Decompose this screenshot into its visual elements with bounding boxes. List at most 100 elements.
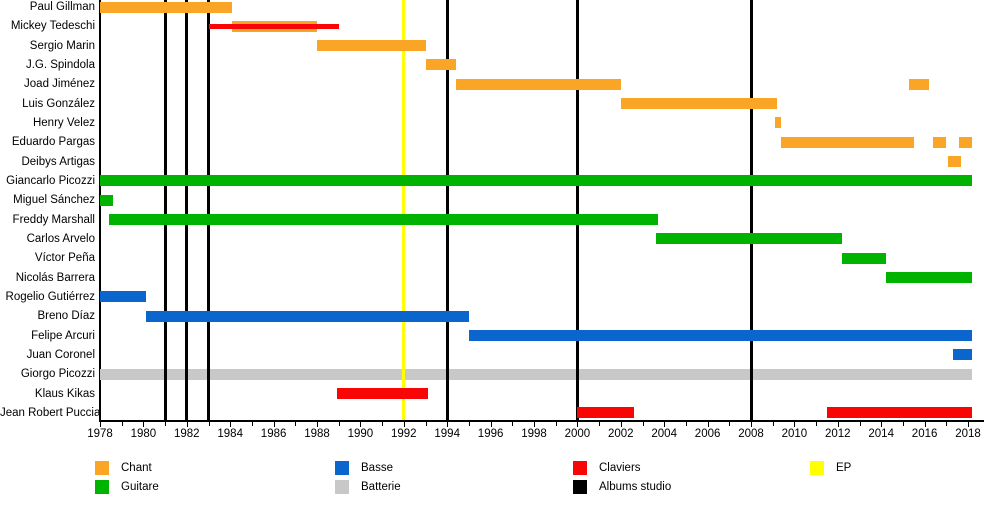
member-name: Víctor Peña (34, 252, 95, 265)
ep-line (402, 0, 406, 420)
x-axis-tick (837, 422, 839, 427)
x-axis-tick (447, 422, 449, 427)
x-axis-tick (620, 422, 622, 427)
bar-guitare (842, 252, 886, 264)
legend-label: EP (836, 462, 852, 474)
legend-label: Albums studio (599, 481, 672, 493)
x-axis-tick (186, 422, 188, 427)
bar-basse (100, 291, 146, 303)
member-name: Freddy Marshall (12, 213, 95, 226)
x-axis-tick (946, 422, 948, 426)
x-axis-tick (685, 422, 687, 426)
member-name: Deibys Artigas (21, 155, 95, 168)
x-axis-tick-label: 1986 (260, 428, 287, 440)
x-axis-tick (599, 422, 601, 426)
bar-claviers (577, 407, 634, 419)
x-axis-tick (534, 422, 535, 427)
album-swatch (573, 480, 587, 494)
bar-chant (959, 136, 973, 148)
x-axis-tick (295, 422, 297, 426)
x-axis-tick-label: 2010 (781, 428, 808, 440)
x-axis-tick (794, 422, 796, 427)
member-name: Joad Jiménez (24, 78, 95, 91)
x-axis-tick-label: 2006 (694, 428, 721, 440)
member-name: Paul Gillman (29, 1, 95, 13)
x-axis-tick (251, 422, 253, 426)
x-axis-tick (360, 422, 362, 427)
bar-chant (620, 98, 778, 110)
bar-basse (468, 330, 973, 342)
x-axis-tick-label: 1994 (434, 428, 460, 440)
member-name: Jean Robert Puccia (0, 406, 101, 419)
bar-chant (425, 59, 456, 71)
bar-basse (952, 349, 973, 361)
member-name: J.G. Spindola (25, 58, 95, 71)
bar-guitare (655, 233, 843, 245)
guitare-swatch (95, 480, 109, 494)
bar-chant (933, 136, 947, 148)
x-axis-tick (577, 422, 579, 427)
member-name: Felipe Arcuri (31, 329, 95, 342)
bar-guitare (885, 272, 973, 284)
legend-label: Basse (361, 462, 393, 474)
x-axis-line (99, 420, 984, 422)
bar-batterie (100, 368, 973, 380)
member-name: Juan Coronel (26, 348, 95, 361)
x-axis-tick-label: 1998 (521, 428, 547, 440)
x-axis-tick (208, 422, 210, 426)
x-axis-tick (555, 422, 557, 426)
member-name: Mickey Tedeschi (10, 20, 95, 33)
x-axis-tick-label: 1996 (477, 428, 504, 440)
x-axis-tick (642, 422, 644, 426)
bar-chant (781, 136, 914, 148)
x-axis-tick (230, 422, 232, 427)
x-axis-tick (490, 422, 492, 427)
x-axis-tick (859, 422, 861, 426)
x-axis-tick (403, 422, 405, 427)
bar-chant (909, 78, 929, 90)
x-axis-tick (772, 422, 774, 426)
bar-guitare (100, 175, 973, 187)
member-name: Nicolás Barrera (15, 271, 95, 284)
x-axis-tick (707, 422, 709, 427)
x-axis-tick (881, 422, 883, 427)
member-name: Henry Velez (32, 116, 95, 129)
x-axis-tick (143, 422, 145, 427)
x-axis-tick (968, 422, 969, 427)
album-line (445, 0, 449, 420)
chart-legend: Chant Guitare Basse Batterie Claviers Albums … (0, 455, 1000, 515)
x-axis-tick (273, 422, 275, 427)
album-line (185, 0, 189, 420)
member-name: Giancarlo Picozzi (6, 174, 95, 187)
x-axis-tick-label: 1980 (130, 428, 157, 440)
bar-claviers (826, 407, 973, 419)
x-axis-tick-label: 1992 (391, 428, 417, 440)
x-axis-tick (664, 422, 666, 427)
y-axis-line (99, 0, 101, 421)
member-name: Giorgo Picozzi (20, 368, 95, 381)
album-line (575, 0, 579, 420)
x-axis-tick (382, 422, 384, 426)
x-axis-tick-label: 2002 (608, 428, 634, 440)
batterie-swatch (335, 480, 349, 494)
x-axis-tick (468, 422, 470, 426)
basse-swatch (335, 461, 349, 475)
x-axis-tick (338, 422, 340, 426)
x-axis-tick (902, 422, 904, 426)
bar-chant (455, 78, 621, 90)
album-line (207, 0, 210, 420)
x-axis-tick-label: 2012 (825, 428, 851, 440)
x-axis-tick-label: 1982 (174, 428, 200, 440)
x-axis-tick (924, 422, 926, 427)
legend-label: Claviers (599, 462, 641, 474)
member-name: Eduardo Pargas (11, 136, 95, 149)
x-axis-tick (751, 422, 752, 427)
chant-swatch (95, 461, 109, 475)
x-axis-tick-label: 2018 (955, 428, 981, 440)
x-axis-tick (425, 422, 427, 426)
x-axis-tick-label: 2000 (564, 428, 591, 440)
x-axis-tick-label: 1988 (304, 428, 330, 440)
member-name: Breno Díaz (37, 310, 95, 323)
bar-claviers (336, 388, 428, 400)
x-axis-tick-label: 2014 (868, 428, 894, 440)
